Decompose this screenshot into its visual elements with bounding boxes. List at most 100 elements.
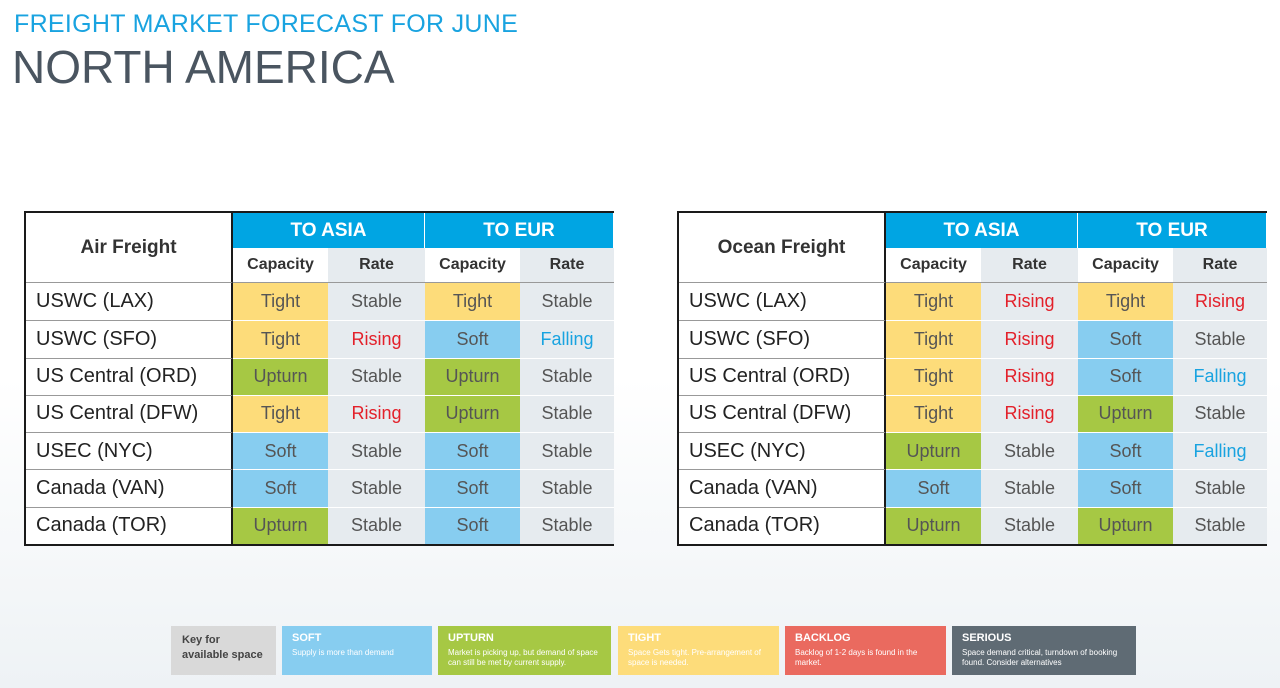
capacity-cell: Upturn [1078, 506, 1173, 544]
capacity-cell: Upturn [233, 357, 328, 395]
rate-cell: Rising [328, 394, 425, 433]
key-description: Space Gets tight. Pre-arrangement of spa… [628, 648, 761, 667]
rate-cell: Rising [328, 320, 425, 358]
column-header: Capacity [233, 248, 328, 283]
capacity-cell: Soft [1078, 320, 1173, 358]
rate-cell: Falling [1173, 432, 1267, 470]
capacity-cell: Soft [1078, 469, 1173, 507]
capacity-cell: Soft [425, 506, 520, 544]
row-label: Canada (VAN) [26, 469, 233, 507]
capacity-cell: Tight [886, 320, 981, 358]
row-label: US Central (DFW) [26, 394, 233, 433]
group-header: TO ASIA [233, 213, 425, 248]
rate-cell: Stable [981, 469, 1078, 507]
freight-table: Ocean Freight TO ASIA TO EUR Capacity Rate Ca… [677, 211, 1267, 546]
key-item: TIGHT Space Gets tight. Pre-arrangement o… [618, 626, 779, 675]
row-label: USWC (LAX) [26, 283, 233, 321]
rate-cell: Falling [1173, 357, 1267, 395]
capacity-cell: Soft [425, 469, 520, 507]
row-label: USEC (NYC) [26, 432, 233, 470]
capacity-cell: Tight [886, 357, 981, 395]
row-label: USWC (SFO) [679, 320, 886, 358]
capacity-cell: Upturn [425, 357, 520, 395]
rate-cell: Stable [328, 469, 425, 507]
rate-cell: Stable [1173, 469, 1267, 507]
rate-cell: Stable [520, 469, 614, 507]
column-header: Capacity [886, 248, 981, 283]
rate-cell: Stable [981, 506, 1078, 544]
capacity-cell: Soft [1078, 432, 1173, 470]
rate-cell: Stable [328, 432, 425, 470]
key-name: SOFT [292, 632, 322, 644]
row-label: Canada (TOR) [679, 506, 886, 544]
capacity-cell: Soft [233, 432, 328, 470]
key-item: SERIOUS Space demand critical, turndown o… [952, 626, 1136, 675]
subtitle: FREIGHT MARKET FORECAST FOR JUNE [14, 10, 519, 38]
group-header: TO ASIA [886, 213, 1078, 248]
capacity-cell: Upturn [886, 506, 981, 544]
rate-cell: Stable [520, 394, 614, 433]
rate-cell: Rising [981, 357, 1078, 395]
row-label: USEC (NYC) [679, 432, 886, 470]
capacity-cell: Tight [886, 283, 981, 321]
table-title: Air Freight [26, 213, 233, 283]
column-header: Rate [328, 248, 425, 283]
rate-cell: Stable [1173, 394, 1267, 433]
capacity-cell: Tight [886, 394, 981, 433]
capacity-cell: Tight [233, 320, 328, 358]
key-item: SOFT Supply is more than demand [282, 626, 432, 675]
rate-cell: Stable [520, 357, 614, 395]
key-item: UPTURN Market is picking up, but demand o… [438, 626, 611, 675]
rate-cell: Rising [981, 320, 1078, 358]
capacity-cell: Upturn [1078, 394, 1173, 433]
capacity-cell: Upturn [886, 432, 981, 470]
capacity-cell: Upturn [233, 506, 328, 544]
group-header: TO EUR [425, 213, 614, 248]
key-description: Market is picking up, but demand of spac… [448, 648, 598, 667]
rate-cell: Falling [520, 320, 614, 358]
capacity-cell: Upturn [425, 394, 520, 433]
key-description: Space demand critical, turndown of booki… [962, 648, 1118, 667]
row-label: USWC (LAX) [679, 283, 886, 321]
key-label: Key for available space [171, 626, 276, 675]
key-name: SERIOUS [962, 632, 1012, 644]
rate-cell: Rising [1173, 283, 1267, 321]
rate-cell: Stable [328, 283, 425, 321]
column-header: Capacity [425, 248, 520, 283]
row-label: US Central (ORD) [26, 357, 233, 395]
capacity-cell: Tight [1078, 283, 1173, 321]
rate-cell: Stable [520, 283, 614, 321]
column-header: Capacity [1078, 248, 1173, 283]
table-title: Ocean Freight [679, 213, 886, 283]
column-header: Rate [1173, 248, 1267, 283]
column-header: Rate [981, 248, 1078, 283]
capacity-cell: Tight [233, 283, 328, 321]
rate-cell: Stable [328, 506, 425, 544]
row-label: US Central (DFW) [679, 394, 886, 433]
row-label: Canada (TOR) [26, 506, 233, 544]
rate-cell: Stable [981, 432, 1078, 470]
rate-cell: Stable [520, 432, 614, 470]
rate-cell: Rising [981, 283, 1078, 321]
capacity-cell: Soft [425, 432, 520, 470]
row-label: Canada (VAN) [679, 469, 886, 507]
key-description: Backlog of 1-2 days is found in the mark… [795, 648, 918, 667]
group-header: TO EUR [1078, 213, 1267, 248]
key-item: BACKLOG Backlog of 1-2 days is found in t… [785, 626, 946, 675]
rate-cell: Stable [1173, 320, 1267, 358]
title: NORTH AMERICA [12, 41, 395, 93]
rate-cell: Stable [520, 506, 614, 544]
rate-cell: Stable [328, 357, 425, 395]
rate-cell: Stable [1173, 506, 1267, 544]
capacity-cell: Soft [233, 469, 328, 507]
capacity-cell: Soft [1078, 357, 1173, 395]
row-label: US Central (ORD) [679, 357, 886, 395]
key-description: Supply is more than demand [292, 648, 394, 657]
key-name: UPTURN [448, 632, 494, 644]
capacity-cell: Soft [425, 320, 520, 358]
column-header: Rate [520, 248, 614, 283]
capacity-cell: Tight [233, 394, 328, 433]
capacity-cell: Tight [425, 283, 520, 321]
key-name: TIGHT [628, 632, 661, 644]
